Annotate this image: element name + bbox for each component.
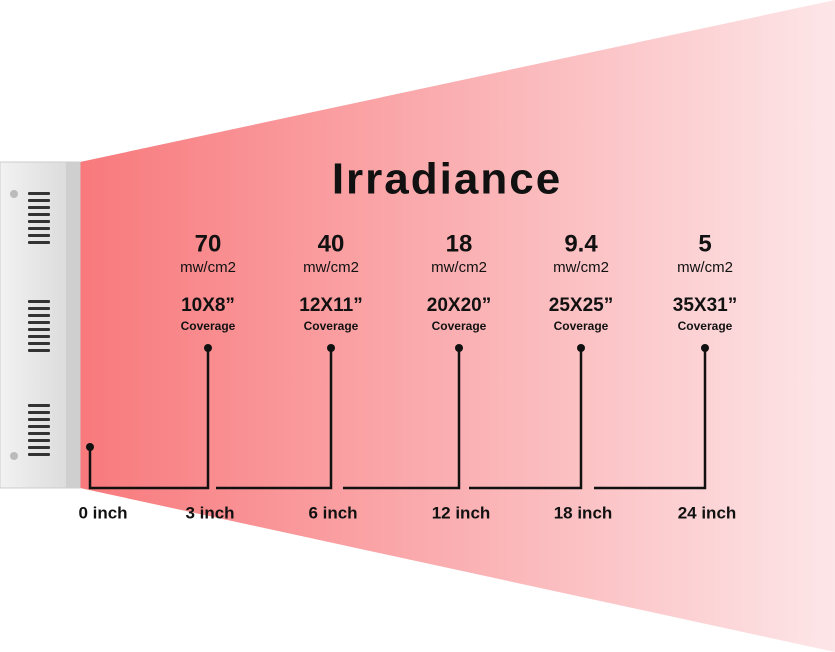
distance-label: 3 inch: [185, 503, 234, 522]
irradiance-value: 70: [195, 230, 222, 257]
vent-slot: [28, 342, 50, 345]
vent-slot: [28, 335, 50, 338]
vent-slot: [28, 439, 50, 442]
irradiance-value: 5: [698, 230, 711, 257]
coverage-label: Coverage: [678, 319, 733, 333]
unit: mw/cm2: [180, 259, 236, 276]
coverage-label: Coverage: [432, 319, 487, 333]
vent-slot: [28, 314, 50, 317]
screw: [10, 190, 18, 198]
coverage-label: Coverage: [181, 319, 236, 333]
distance-label: 24 inch: [678, 503, 737, 522]
unit: mw/cm2: [431, 259, 487, 276]
vent-slot: [28, 234, 50, 237]
connector: [216, 348, 333, 490]
distance-label: 0 inch: [78, 503, 127, 522]
coverage: 10X8”: [181, 295, 235, 316]
vent-slot: [28, 307, 50, 310]
distance-label: 18 inch: [554, 503, 613, 522]
vent-slot: [28, 206, 50, 209]
lamp-panel: [0, 161, 81, 489]
vent-slot: [28, 220, 50, 223]
coverage-label: Coverage: [304, 319, 359, 333]
irradiance-value: 40: [318, 230, 345, 257]
vent-slot: [28, 199, 50, 202]
coverage: 25X25”: [549, 295, 613, 316]
coverage: 20X20”: [427, 295, 491, 316]
irradiance-value: 18: [446, 230, 473, 257]
coverage-label: Coverage: [554, 319, 609, 333]
irradiance-value: 9.4: [564, 230, 598, 257]
vent-slot: [28, 453, 50, 456]
vent-slot: [28, 432, 50, 435]
coverage: 12X11”: [299, 295, 362, 316]
distance-label: 12 inch: [432, 503, 491, 522]
vent-slot: [28, 321, 50, 324]
vent-slot: [28, 192, 50, 195]
vent-slot: [28, 241, 50, 244]
connector: [594, 348, 707, 490]
unit: mw/cm2: [677, 259, 733, 276]
vent-slot: [28, 213, 50, 216]
unit: mw/cm2: [553, 259, 609, 276]
vent-slot: [28, 349, 50, 352]
vent-slot: [28, 446, 50, 449]
connector: [469, 348, 583, 490]
connector: [88, 348, 210, 490]
vent-slot: [28, 300, 50, 303]
unit: mw/cm2: [303, 259, 359, 276]
vent-slot: [28, 418, 50, 421]
coverage: 35X31”: [673, 295, 737, 316]
distance-label: 6 inch: [308, 503, 357, 522]
connector: [343, 348, 461, 490]
vent-slot: [28, 425, 50, 428]
vent-slot: [28, 227, 50, 230]
vent-slot: [28, 404, 50, 407]
vent-slot: [28, 328, 50, 331]
title: Irradiance: [332, 155, 562, 204]
vent-slot: [28, 411, 50, 414]
screw: [10, 452, 18, 460]
